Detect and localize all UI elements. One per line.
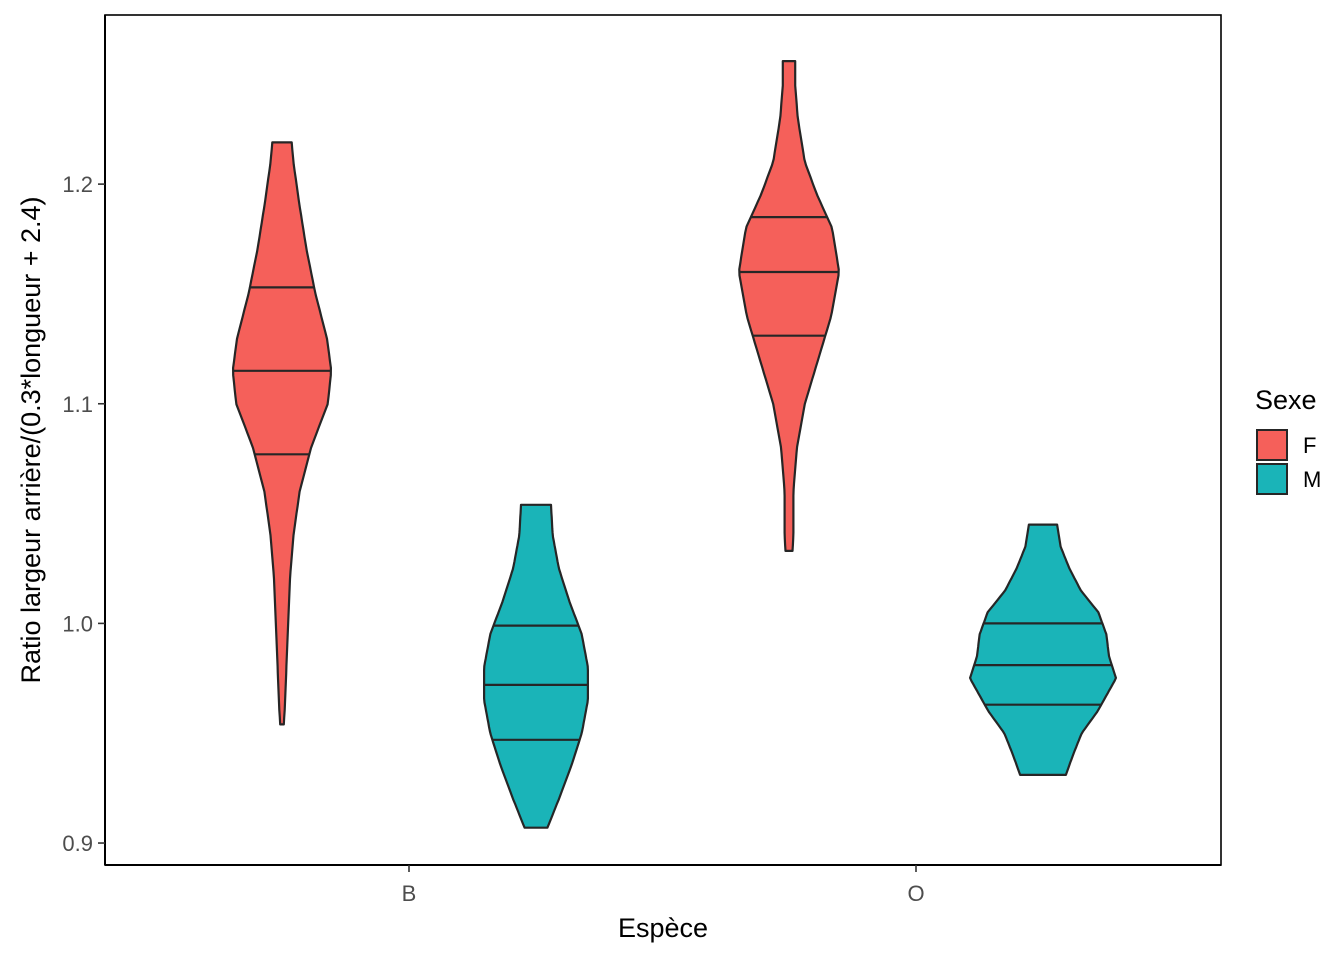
legend: Sexe FM bbox=[1255, 385, 1321, 495]
y-tick-label-3: 1.2 bbox=[62, 172, 93, 197]
y-tick-label-0: 0.9 bbox=[62, 831, 93, 856]
y-tick-label-2: 1.1 bbox=[62, 392, 93, 417]
violin-F-B bbox=[232, 141, 332, 726]
violin-body-M-O bbox=[969, 523, 1117, 776]
legend-label-M: M bbox=[1303, 467, 1321, 492]
legend-key-F bbox=[1256, 429, 1288, 461]
violin-F-O bbox=[738, 60, 840, 552]
legend-key-M bbox=[1256, 463, 1288, 495]
x-tick-label-B: B bbox=[402, 881, 417, 906]
y-axis: 0.9 1.0 1.1 1.2 bbox=[62, 15, 106, 865]
y-axis-title: Ratio largeur arrière/(0.3*longueur + 2.… bbox=[16, 196, 46, 683]
y-tick-label-1: 1.0 bbox=[62, 611, 93, 636]
violin-M-B bbox=[483, 503, 589, 829]
violin-M-O bbox=[969, 523, 1117, 776]
violins-layer bbox=[232, 60, 1117, 829]
legend-title: Sexe bbox=[1255, 385, 1317, 415]
violin-body-M-B bbox=[483, 503, 589, 829]
violin-body-F-O bbox=[738, 60, 840, 552]
legend-label-F: F bbox=[1303, 433, 1316, 458]
x-tick-label-O: O bbox=[907, 881, 924, 906]
x-axis-title: Espèce bbox=[618, 913, 708, 943]
